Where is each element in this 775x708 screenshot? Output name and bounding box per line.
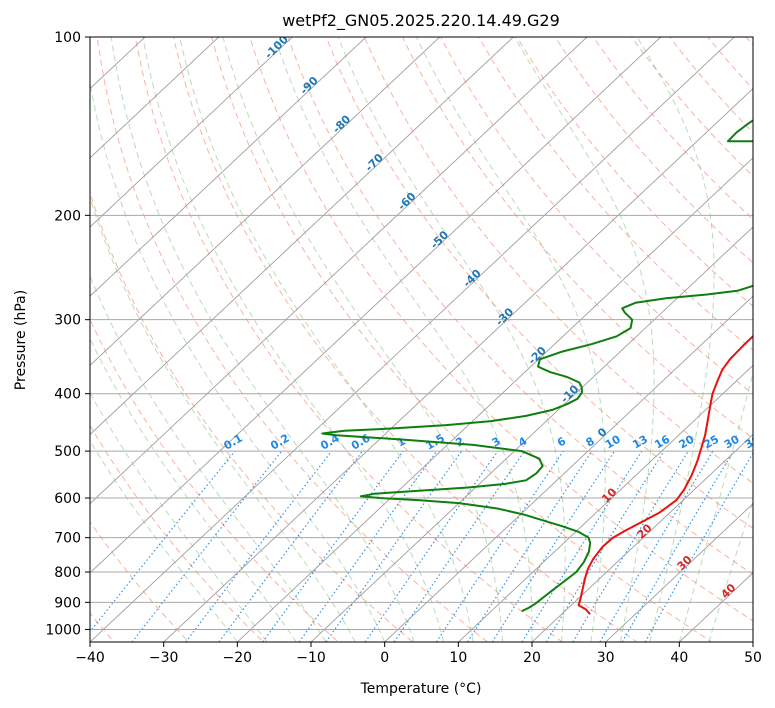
y-axis-label: Pressure (hPa): [13, 290, 29, 390]
mixing-ratio-line: [364, 450, 499, 642]
moist-adiabat-line: [708, 500, 753, 642]
x-tick-label: 20: [523, 650, 541, 666]
x-tick-label: −40: [75, 650, 105, 666]
chart-title: wetPf2_GN05.2025.220.14.49.G29: [282, 11, 560, 31]
moist-adiabat-line: [90, 79, 386, 642]
x-tick-label: 30: [597, 650, 615, 666]
isotherm-line: [236, 157, 753, 642]
isotherm-line: [90, 37, 515, 436]
temperature-series-line: [577, 334, 753, 615]
moist-adiabat-line: [636, 37, 715, 642]
moist-adiabat-line: [90, 196, 356, 642]
moist-adiabat-line: [274, 37, 533, 642]
isotherm-line: [310, 226, 753, 642]
isotherm-line: [90, 37, 220, 159]
dry-adiabat-line: [173, 37, 638, 642]
isotherm-line: [90, 37, 662, 574]
dry-adiabat-line: [325, 37, 753, 529]
moist-adiabat-line: [337, 37, 566, 642]
dry-adiabat-line: [440, 37, 753, 395]
y-tick-label: 900: [54, 595, 81, 611]
moist-adiabat-line: [90, 337, 297, 642]
y-tick-label: 1000: [45, 622, 81, 638]
y-tick-label: 200: [54, 208, 81, 224]
moist-adiabat-line: [514, 37, 655, 642]
moist-adiabat-line: [90, 391, 268, 642]
x-tick-label: 0: [380, 650, 389, 666]
isotherm-line: [90, 37, 736, 642]
mixing-ratio-line: [185, 450, 333, 642]
moist-adiabat-line: [90, 274, 327, 642]
isotherm-line: [163, 88, 753, 642]
y-tick-label: 400: [54, 387, 81, 403]
dry-adiabat-line: [90, 424, 265, 642]
isotherm-line: [90, 37, 588, 505]
y-tick-label: 600: [54, 491, 81, 507]
mixing-ratio-line: [325, 450, 463, 642]
mixing-ratio-label: 36: [743, 432, 763, 451]
x-tick-label: −10: [296, 650, 326, 666]
isotherm-line: [90, 37, 294, 228]
isotherm-line: [90, 37, 367, 297]
plot-frame: [89, 36, 754, 643]
mixing-ratio-line: [90, 450, 236, 633]
isotherm-line: [384, 295, 753, 642]
moist-adiabat-line: [142, 37, 445, 642]
moist-adiabat-line: [179, 37, 474, 642]
x-tick-label: 40: [670, 650, 688, 666]
mixing-ratio-line: [262, 450, 404, 642]
dry-adiabat-line: [90, 318, 339, 642]
isotherm-line: [605, 503, 753, 642]
mixing-ratio-line: [572, 450, 689, 642]
y-tick-label: 300: [54, 313, 81, 329]
dewpoint-series-line: [321, 119, 753, 612]
dry-adiabat-line: [516, 37, 753, 307]
x-tick-label: −30: [149, 650, 179, 666]
isotherm-line: [90, 37, 441, 366]
dry-adiabat-line: [211, 37, 713, 642]
moist-adiabat-line: [90, 439, 238, 642]
x-axis-label: Temperature (°C): [360, 681, 482, 697]
dry-adiabat-line: [478, 37, 753, 351]
mixing-ratio-line: [435, 450, 564, 642]
moist-adiabat-line: [415, 37, 606, 642]
mixing-ratio-line: [298, 450, 438, 642]
isotherm-line: [531, 433, 753, 642]
mixing-ratio-line: [466, 450, 593, 642]
y-tick-label: 800: [54, 565, 81, 581]
x-tick-label: −20: [223, 650, 253, 666]
y-tick-label: 500: [54, 444, 81, 460]
dry-adiabat-line: [90, 191, 414, 642]
dry-adiabat-line: [287, 37, 753, 575]
x-tick-label: 10: [449, 650, 467, 666]
mixing-ratio-line: [218, 450, 363, 642]
isotherm-line: [457, 364, 753, 642]
y-tick-label: 100: [54, 30, 81, 46]
y-tick-label: 700: [54, 531, 81, 547]
dry-adiabat-line: [249, 37, 753, 622]
moist-adiabat-line: [110, 37, 415, 642]
mixing-ratio-line: [545, 450, 665, 642]
moist-adiabat-line: [678, 370, 753, 642]
x-tick-label: 50: [744, 650, 762, 666]
